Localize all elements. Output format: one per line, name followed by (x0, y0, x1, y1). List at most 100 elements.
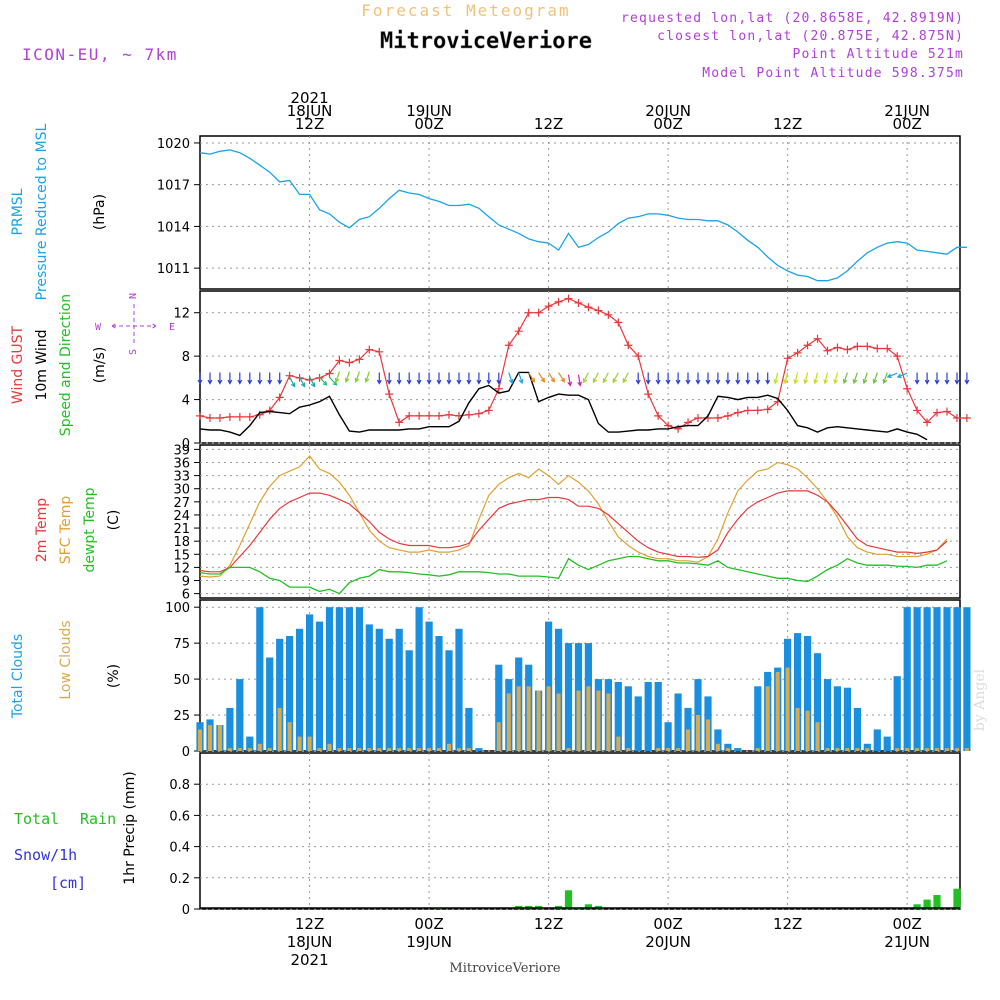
low-clouds-bar (895, 748, 900, 751)
y-tick-label-wind: 12 (173, 307, 190, 322)
total-clouds-bar (843, 687, 851, 751)
low-clouds-bar (964, 748, 969, 751)
total-clouds-bar (276, 638, 284, 751)
low-clouds-bar (775, 671, 780, 751)
low-clouds-bar (217, 725, 222, 751)
wind-arrow (715, 372, 721, 385)
low-clouds-bar (437, 748, 441, 751)
low-clouds-bar (327, 743, 332, 751)
compass-w: W (95, 322, 102, 333)
gust-marker (604, 310, 613, 319)
temp-2m-line (199, 490, 948, 573)
gust-marker (873, 344, 882, 353)
low-clouds-bar (277, 707, 282, 751)
time-label-bottom: 2021 (290, 951, 328, 969)
low-clouds-bar (297, 736, 302, 751)
low-clouds-bar (377, 748, 382, 751)
wind-arrow (773, 372, 779, 385)
y-tick-label-wind: 8 (182, 350, 190, 365)
y-tick-label-clouds: 0 (182, 745, 190, 760)
gust-marker (385, 390, 394, 399)
gust-line (199, 297, 967, 430)
total-clouds-bar (634, 696, 642, 751)
wind-arrow (446, 372, 452, 385)
low-clouds-bar (447, 743, 451, 751)
requested-coords: requested lon,lat (20.8658E, 42.8919N) (621, 11, 964, 26)
panel-frame-precipitation (199, 752, 961, 910)
low-clouds-bar (725, 748, 730, 751)
low-clouds-bar (955, 748, 959, 751)
wind-arrow (665, 372, 671, 385)
low-clouds-bar (337, 748, 342, 751)
low-clouds-bar (227, 748, 232, 751)
wind-arrow (934, 372, 940, 385)
panel-frame-temperature (199, 444, 961, 599)
wind-arrow (577, 374, 583, 387)
wind-arrow (592, 372, 599, 384)
time-label-top: 18JUN (287, 102, 333, 120)
wind-arrow (813, 372, 819, 385)
total-clouds-bar (953, 607, 961, 751)
model-label: ICON-EU, ~ 7km (22, 45, 178, 64)
gust-marker (365, 345, 374, 354)
time-label-bottom: 12Z (773, 915, 802, 933)
low-clouds-bar (805, 710, 810, 751)
time-label-top: 00Z (892, 115, 921, 133)
gust-marker (464, 410, 473, 419)
location-title: MitroviceVeriore (380, 29, 592, 54)
temp-label-1: 2m Temp (34, 498, 50, 562)
y-tick-label-temperature: 12 (173, 561, 190, 576)
total-clouds-bar (415, 607, 423, 751)
wind-arrow (862, 372, 868, 385)
wind-arrow (944, 372, 950, 385)
wind-arrow (267, 372, 273, 385)
time-label-bottom: 12Z (295, 915, 324, 933)
total-clouds-bar (724, 743, 732, 751)
y-tick-label-pressure: 1017 (157, 179, 190, 194)
total-clouds-bar (256, 607, 264, 751)
wind-arrow (582, 372, 589, 384)
low-clouds-bar (556, 693, 561, 751)
gust-marker (644, 390, 653, 399)
wind-arrow (344, 371, 350, 383)
total-clouds-bar (226, 707, 234, 751)
time-label-bottom: 21JUN (884, 933, 930, 951)
wind-arrow (518, 372, 524, 385)
low-clouds-bar (905, 748, 910, 751)
wind-arrow (695, 372, 701, 385)
super-title: Forecast Meteogram (361, 1, 570, 20)
total-clouds-bar (794, 633, 802, 751)
wind-arrow (725, 372, 731, 385)
gust-marker (584, 303, 593, 312)
time-label-bottom: 12Z (534, 915, 563, 933)
gust-marker (853, 342, 862, 351)
wind-arrow (705, 372, 711, 385)
total-clouds-bar (913, 607, 921, 751)
wind-arrow (635, 372, 641, 385)
wind-arrow (755, 372, 761, 385)
gust-marker (405, 411, 414, 420)
low-clouds-bar (715, 743, 720, 751)
low-clouds-bar (317, 748, 322, 751)
gust-marker (803, 341, 812, 350)
compass-n: N (128, 293, 139, 299)
wind-arrow (207, 372, 213, 385)
gust-marker (594, 306, 603, 315)
temp-label-3: dewpt Temp (82, 487, 98, 572)
total-clouds-bar (754, 686, 762, 751)
y-tick-label-temperature: 9 (182, 575, 190, 590)
low-clouds-bar (706, 719, 710, 751)
gust-marker (445, 410, 453, 419)
gust-marker (863, 342, 872, 351)
gust-marker (833, 343, 842, 352)
closest-coords: closest lon,lat (20.875E, 42.875N) (657, 29, 964, 44)
pressure-unit: (hPa) (92, 194, 108, 230)
gust-marker (813, 334, 822, 343)
wind-arrow (896, 372, 908, 379)
gust-marker (395, 418, 404, 427)
y-tick-label-wind: 4 (182, 394, 190, 409)
gust-marker (514, 327, 523, 336)
wind-arrow (567, 374, 573, 387)
gust-marker (554, 297, 563, 306)
